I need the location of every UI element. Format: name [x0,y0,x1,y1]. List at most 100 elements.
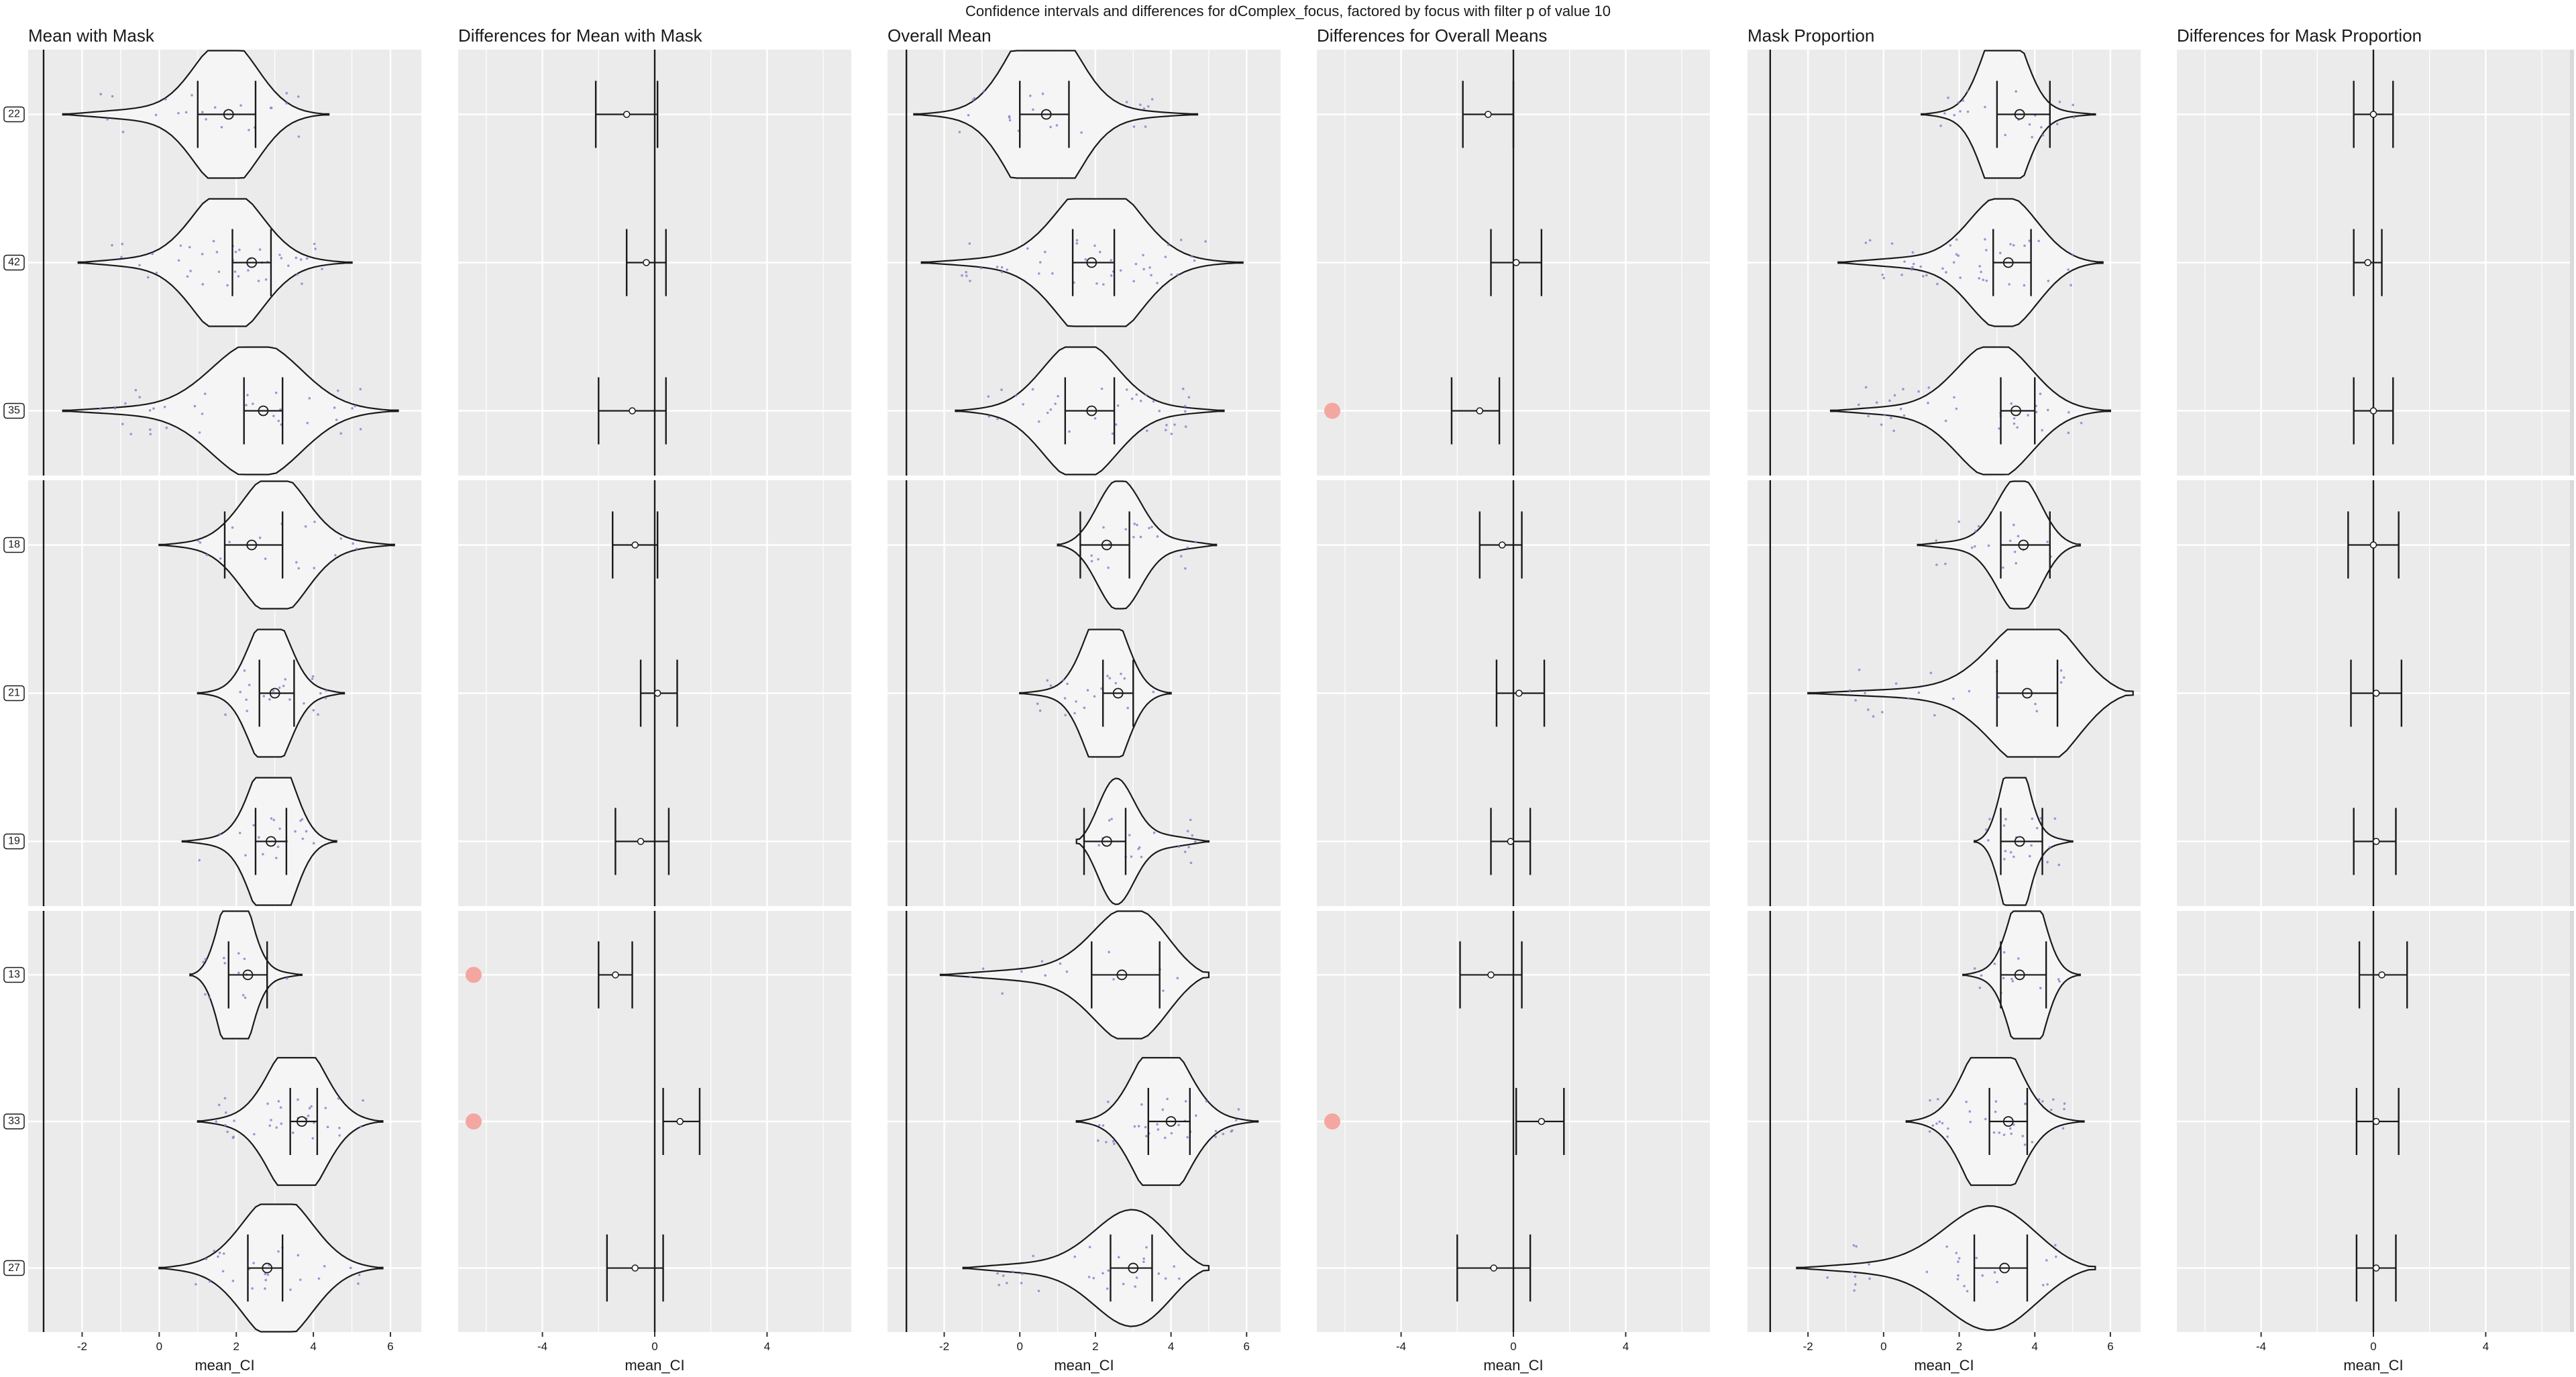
data-point [204,392,207,395]
data-point [277,420,280,423]
data-point [303,702,305,705]
data-point [1090,555,1093,557]
data-point [149,429,152,431]
x-tick-label: -2 [77,1340,87,1353]
data-point [1868,1278,1871,1280]
data-point [309,1107,311,1110]
data-point [313,520,316,523]
data-point [99,93,102,96]
data-point [1038,1290,1040,1292]
data-point [1935,539,1937,542]
data-point [1935,563,1938,566]
data-point [2060,681,2063,684]
data-point [1941,1122,1944,1125]
data-point [337,390,339,392]
data-point [2012,980,2015,983]
data-point [1099,251,1102,254]
data-point [2027,414,2029,417]
data-point [2010,402,2012,405]
data-point [2036,827,2039,830]
x-tick-label: -4 [2256,1340,2266,1353]
data-point [318,1277,321,1280]
data-point [1073,1256,1076,1258]
data-point [959,131,961,133]
data-point [219,1252,221,1254]
data-point [226,284,229,287]
data-point [1156,282,1159,284]
data-point [228,541,231,543]
data-point [1894,394,1896,397]
x-tick-label: 6 [2107,1340,2113,1353]
data-point [327,1125,329,1128]
data-point [1093,695,1096,698]
data-point [1884,414,1886,417]
data-point [2058,980,2061,983]
data-point [1050,408,1053,411]
data-point [296,273,299,276]
data-point [1008,115,1011,118]
data-point [2023,245,2026,247]
data-point [237,275,240,278]
data-point [1854,699,1857,702]
data-point [1092,1277,1095,1280]
data-point [205,1258,208,1260]
data-point [1051,272,1054,275]
data-point [1987,839,1990,842]
data-point [275,857,278,859]
significance-marker [1324,1113,1340,1130]
data-point [1117,404,1120,407]
data-point [1984,106,1986,109]
data-point [1167,243,1170,246]
x-tick-label: 0 [2370,1340,2376,1353]
figure-title: Confidence intervals and differences for… [965,3,1611,19]
data-point [280,1106,282,1109]
x-tick-label: 2 [1956,1340,1962,1353]
data-point [1967,90,1970,93]
data-point [295,257,298,260]
data-point [222,1270,225,1273]
data-point [1919,266,1922,268]
data-point [1957,1278,1960,1280]
data-point [248,129,250,131]
data-point [338,1134,341,1137]
data-point [1094,417,1097,420]
data-point [180,244,182,247]
data-point [218,1103,221,1106]
data-point [987,395,990,398]
data-point [1985,828,1988,831]
data-point [998,1284,1000,1286]
data-point [224,714,227,716]
data-point [1911,268,1913,271]
data-point [1131,398,1134,400]
data-point [204,993,207,996]
data-point [1134,1125,1136,1128]
data-point [1056,124,1059,127]
data-point [1967,111,1970,113]
data-point [333,406,336,409]
data-point [2015,91,2017,93]
data-point [185,111,188,114]
panel-title-4: Differences for Overall Means [1317,25,1547,46]
data-point [1195,1114,1197,1117]
data-point [2002,977,2005,979]
data-point [339,537,342,540]
diff-mean-marker [1488,972,1494,978]
data-point [268,698,271,701]
data-point [2031,1141,2034,1144]
data-point [309,397,311,400]
data-point [1098,1124,1101,1127]
data-point [213,1250,215,1252]
data-point [1969,1110,1972,1113]
data-point [197,539,200,542]
data-point [2030,844,2033,847]
data-point [1865,241,1868,244]
data-point [1044,251,1046,254]
data-point [1093,244,1096,247]
data-point [1120,269,1122,272]
data-point [201,412,204,415]
x-tick-label: -2 [939,1340,949,1353]
diff-mean-marker [655,690,661,696]
data-point [1006,1282,1008,1284]
data-point [1066,971,1069,973]
data-point [1955,238,1958,241]
